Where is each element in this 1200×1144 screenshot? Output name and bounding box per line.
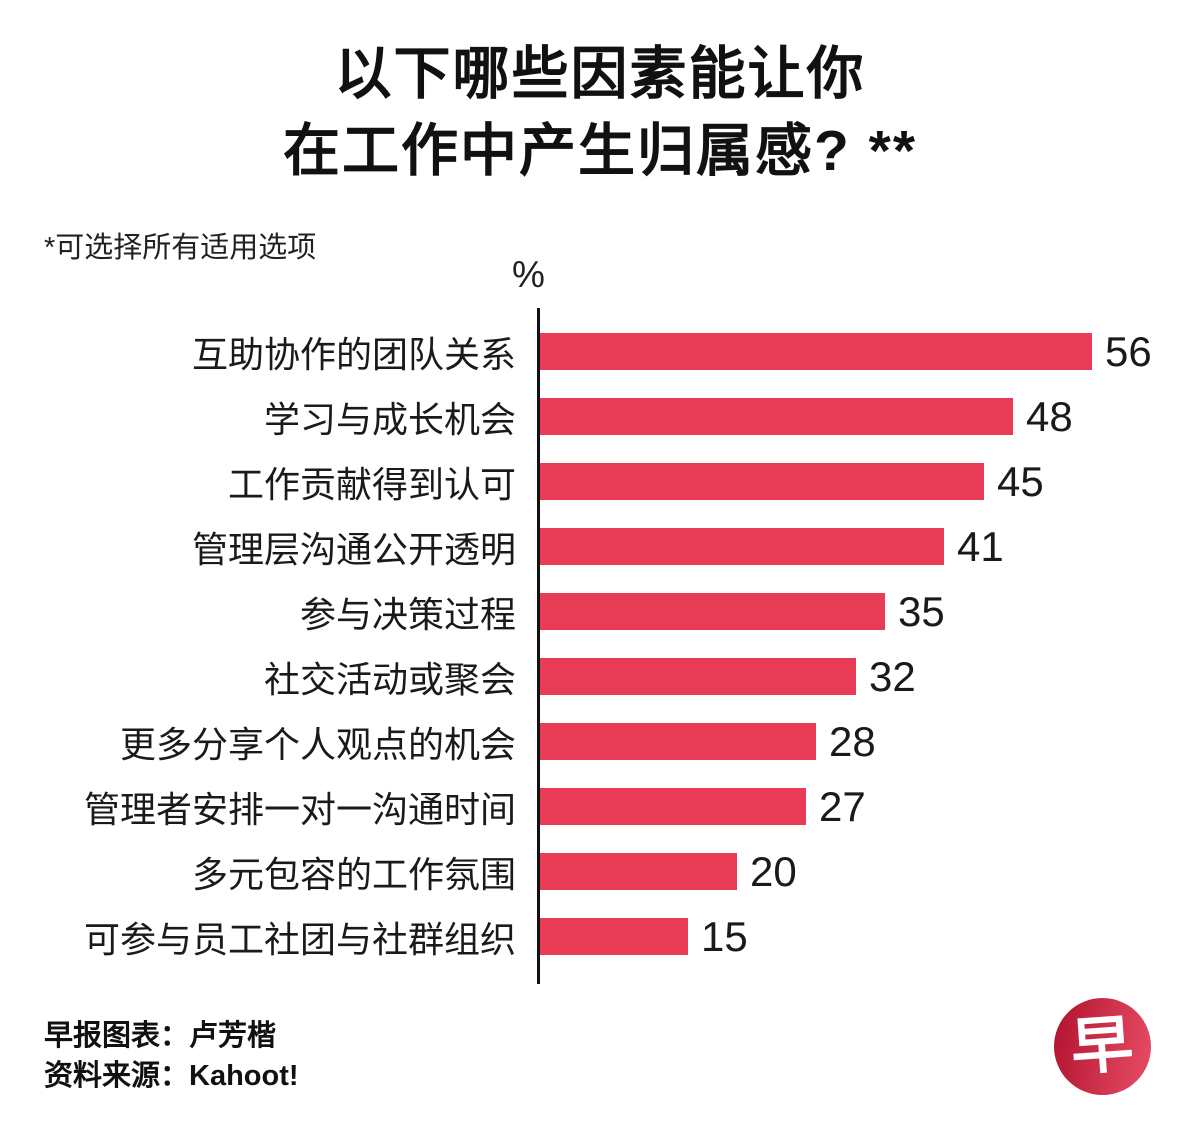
bar-row: 可参与员工社团与社群组织 15	[0, 913, 1200, 960]
bar-row: 管理层沟通公开透明 41	[0, 523, 1200, 570]
category-label: 可参与员工社团与社群组织	[83, 918, 516, 960]
value-label: 32	[869, 652, 916, 700]
chart-footnote: *可选择所有适用选项	[44, 232, 317, 264]
zaobao-logo: 早	[1054, 998, 1151, 1095]
bar	[540, 788, 806, 825]
category-label: 工作贡献得到认可	[227, 463, 516, 505]
value-label: 41	[957, 522, 1004, 570]
bar	[540, 593, 885, 630]
bar	[540, 333, 1092, 370]
category-label: 参与决策过程	[299, 593, 516, 635]
source-line: 资料来源：Kahoot!	[44, 1060, 299, 1092]
category-label: 更多分享个人观点的机会	[119, 723, 516, 765]
value-label: 20	[750, 847, 797, 895]
value-label: 48	[1026, 392, 1073, 440]
bar	[540, 463, 984, 500]
category-label: 互助协作的团队关系	[191, 333, 516, 375]
y-axis-line	[537, 308, 540, 984]
value-label: 35	[898, 587, 945, 635]
bar	[540, 658, 856, 695]
bar-chart: 互助协作的团队关系 56 学习与成长机会 48 工作贡献得到认可 45 管理层沟通公开透明 4…	[0, 328, 1200, 983]
bar-row: 管理者安排一对一沟通时间 27	[0, 783, 1200, 830]
credit-line: 早报图表：卢芳楷	[44, 1020, 277, 1052]
category-label: 管理者安排一对一沟通时间	[83, 788, 516, 830]
bar	[540, 398, 1013, 435]
bar	[540, 723, 816, 760]
value-label: 45	[997, 457, 1044, 505]
value-label: 28	[829, 717, 876, 765]
value-label: 27	[819, 782, 866, 830]
bar-row: 学习与成长机会 48	[0, 393, 1200, 440]
value-label: 56	[1105, 327, 1152, 375]
bar	[540, 528, 944, 565]
chart-title-line1: 以下哪些因素能让你	[334, 42, 866, 106]
value-label: 15	[701, 912, 748, 960]
zaobao-logo-glyph: 早	[1069, 1009, 1136, 1083]
bar-row: 参与决策过程 35	[0, 588, 1200, 635]
bar-row: 更多分享个人观点的机会 28	[0, 718, 1200, 765]
axis-unit-label: %	[512, 254, 545, 295]
bar-row: 社交活动或聚会 32	[0, 653, 1200, 700]
chart-title-line2: 在工作中产生归属感? **	[282, 119, 918, 183]
category-label: 学习与成长机会	[263, 398, 516, 440]
chart-title: 以下哪些因素能让你 在工作中产生归属感? **	[0, 36, 1200, 190]
bar	[540, 853, 737, 890]
bar-row: 多元包容的工作氛围 20	[0, 848, 1200, 895]
bar	[540, 918, 688, 955]
bar-row: 工作贡献得到认可 45	[0, 458, 1200, 505]
category-label: 多元包容的工作氛围	[191, 853, 516, 895]
category-label: 社交活动或聚会	[263, 658, 516, 700]
bar-row: 互助协作的团队关系 56	[0, 328, 1200, 375]
category-label: 管理层沟通公开透明	[191, 528, 516, 570]
